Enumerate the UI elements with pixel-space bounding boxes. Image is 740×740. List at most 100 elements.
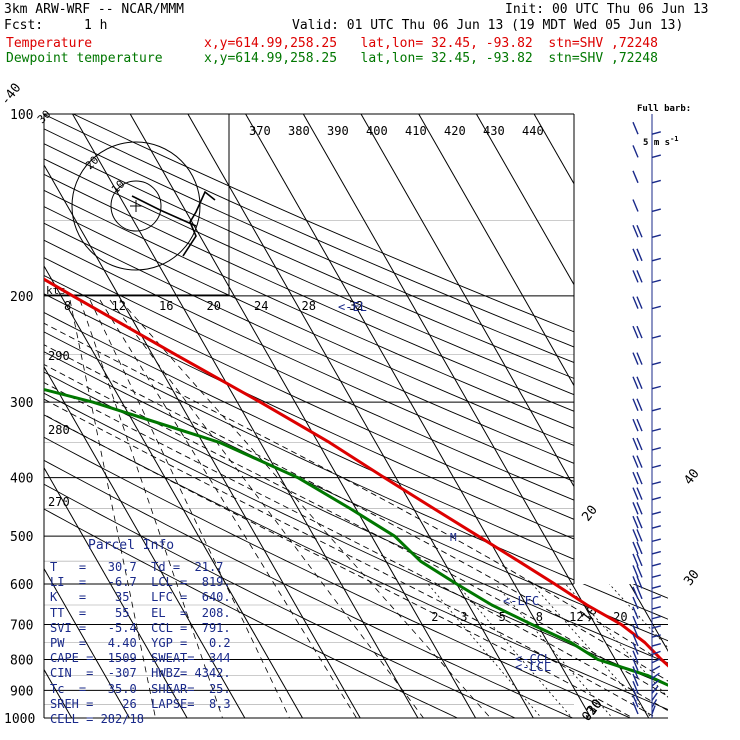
wind-barb-shaft bbox=[651, 615, 661, 620]
wind-barb-shaft bbox=[651, 665, 661, 672]
wind-barb-shaft bbox=[651, 705, 656, 715]
wind-barb-flag bbox=[636, 576, 643, 589]
wind-barb-flag bbox=[636, 487, 643, 500]
theta-label: 270 bbox=[48, 495, 70, 509]
wind-barb-flag bbox=[636, 471, 643, 485]
forecast-label: Fcst: bbox=[4, 18, 44, 33]
wind-barb-flag bbox=[632, 695, 639, 708]
mixing-ratio-lines bbox=[69, 299, 668, 718]
mixing-ratio-line bbox=[427, 583, 553, 718]
wind-barb-flag bbox=[632, 270, 639, 283]
model-title: 3km ARW-WRF -- NCAR/MMM bbox=[4, 2, 185, 17]
parcel-info-row: CELL = 282/18 bbox=[50, 712, 144, 726]
theta-label: 380 bbox=[288, 124, 310, 138]
dry-adiabat-line bbox=[44, 114, 668, 718]
wind-barb-flag bbox=[636, 455, 643, 468]
wind-barb-shaft bbox=[651, 511, 661, 515]
parcel-info-row: SVI = -5.4 CCL = 791. bbox=[50, 620, 231, 635]
mixing-ratio-label: 12 bbox=[569, 610, 583, 624]
level-annotations: <-EL <-LFC <-CCL<-LCL M bbox=[338, 300, 551, 674]
forecast-hour: 1 h bbox=[84, 18, 108, 33]
wind-barb-flag bbox=[632, 701, 639, 715]
lcl-annotation: <-LCL bbox=[515, 660, 551, 674]
theta-label: 420 bbox=[444, 124, 466, 138]
isotherm-label: 20 bbox=[579, 503, 600, 525]
wind-barb-flag bbox=[636, 565, 643, 578]
temperature-legend: Temperature bbox=[6, 36, 93, 51]
hodograph-ring-label: 30 bbox=[35, 108, 54, 127]
wind-barb-shaft bbox=[651, 464, 661, 469]
mixing-ratio-label: 2 bbox=[431, 610, 438, 624]
dry-adiabat-line bbox=[44, 114, 668, 718]
dry-adiabat-line bbox=[44, 114, 661, 718]
wind-barb-flag bbox=[632, 541, 639, 555]
wind-barb-flag bbox=[632, 145, 639, 158]
speed-label: 28 bbox=[302, 299, 316, 313]
wind-barb-shaft bbox=[651, 305, 661, 310]
wind-barb-shaft bbox=[651, 642, 661, 647]
isotherm-line bbox=[129, 114, 477, 718]
wind-barb-shaft bbox=[651, 699, 658, 708]
wind-barb-flag bbox=[632, 471, 639, 485]
wind-barb-flag bbox=[636, 352, 643, 365]
wind-barb-flag bbox=[636, 586, 643, 600]
dry-adiabat-line bbox=[44, 114, 668, 718]
theta-label: 440 bbox=[522, 124, 544, 138]
isotherm-line bbox=[360, 114, 668, 718]
wind-barb-shaft bbox=[651, 154, 661, 159]
theta-label: 370 bbox=[249, 124, 271, 138]
pressure-label: 400 bbox=[10, 472, 33, 487]
speed-guide-line bbox=[99, 299, 371, 718]
theta-label: 290 bbox=[48, 349, 70, 363]
isotherm-line bbox=[475, 114, 668, 718]
dry-adiabat-line bbox=[44, 114, 668, 718]
dry-adiabat-line bbox=[44, 114, 668, 718]
mixing-ratio-line bbox=[565, 583, 668, 718]
wind-barb-shaft bbox=[651, 595, 661, 600]
mixing-ratio-label: 3 bbox=[460, 610, 467, 624]
wind-barb-flag bbox=[632, 398, 639, 412]
wind-barb-shaft bbox=[651, 428, 661, 432]
wind-barb-flag bbox=[632, 487, 639, 500]
barb-legend-units: 5 m s bbox=[643, 138, 671, 148]
pressure-label: 300 bbox=[10, 396, 33, 411]
wind-barb-flag bbox=[632, 658, 639, 671]
wind-barb-flag bbox=[632, 515, 639, 529]
dry-adiabat-line bbox=[44, 114, 668, 718]
wind-barb-shaft bbox=[651, 496, 661, 501]
init-time: Init: 00 UTC Thu 06 Jun 13 bbox=[505, 2, 709, 17]
wind-barb-flag bbox=[632, 352, 639, 365]
valid-time: Valid: 01 UTC Thu 06 Jun 13 (19 MDT Wed … bbox=[292, 18, 684, 33]
dry-adiabat-line bbox=[44, 114, 603, 718]
pressure-label: 900 bbox=[10, 684, 33, 699]
speed-label: 24 bbox=[254, 299, 268, 313]
wind-barb-shaft bbox=[651, 672, 660, 680]
theta-label: 390 bbox=[327, 124, 349, 138]
wind-barb-shaft bbox=[651, 179, 661, 184]
wind-barb-flag bbox=[636, 398, 643, 412]
temperature-line bbox=[44, 114, 668, 717]
lfc-annotation: <-LFC bbox=[503, 594, 539, 608]
wind-barb-shaft bbox=[651, 650, 661, 656]
wind-barb-shaft bbox=[651, 625, 661, 629]
wind-barb-shaft bbox=[651, 692, 658, 701]
wind-barb-flag bbox=[632, 666, 639, 679]
speed-label: 8 bbox=[64, 299, 71, 313]
wind-barb-flag bbox=[632, 576, 639, 589]
pressure-label: 100 bbox=[10, 108, 33, 123]
wind-barb-flag bbox=[632, 437, 639, 451]
dry-adiabat-line bbox=[44, 114, 668, 718]
wind-barb-flag bbox=[632, 606, 639, 620]
wind-barb-shaft bbox=[651, 446, 661, 451]
barb-legend-line2: 5 m s-1 bbox=[637, 134, 691, 148]
wind-barb-shaft bbox=[651, 585, 661, 590]
hodograph bbox=[43, 113, 575, 718]
wind-barb-flag bbox=[632, 596, 639, 610]
isotherm-line bbox=[44, 114, 246, 718]
dewpoint-location: x,y=614.99,258.25 lat,lon= 32.45, -93.82… bbox=[204, 51, 658, 66]
dry-adiabat-line bbox=[44, 114, 668, 718]
dry-adiabat-line bbox=[44, 114, 668, 718]
wind-barb-flag bbox=[632, 225, 639, 238]
wind-barb-flag bbox=[632, 296, 639, 309]
